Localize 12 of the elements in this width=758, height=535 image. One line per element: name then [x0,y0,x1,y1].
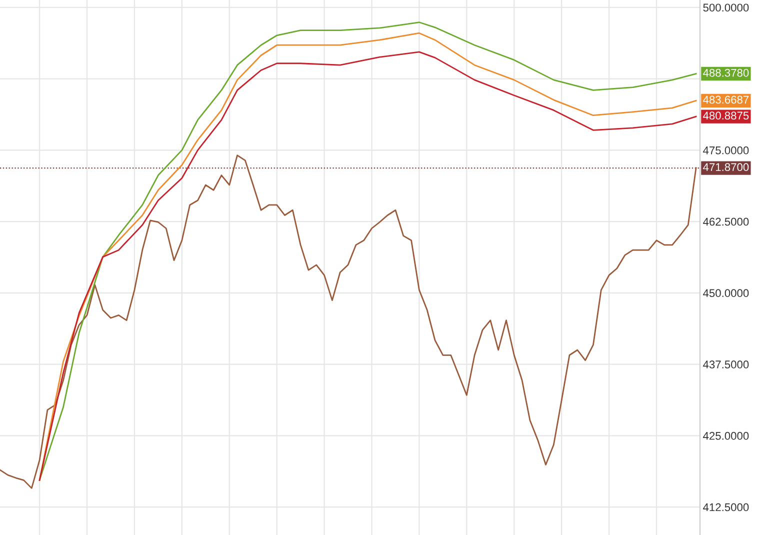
y-tick-label: 475.0000 [703,146,749,154]
y-tick-label: 500.0000 [703,4,749,12]
data-label: 483.6687 [703,96,749,104]
y-tick-label: 450.0000 [703,289,749,298]
y-tick-label: 412.5000 [703,503,749,512]
data-label: 480.8875 [703,112,749,120]
y-tick-label: 425.0000 [703,432,749,440]
data-label: 488.3780 [703,68,749,77]
line-series [0,154,697,489]
y-tick-label: 462.5000 [703,218,749,226]
ref-line-label: 471.8700 [703,163,749,172]
y-tick-label: 437.5000 [703,360,749,368]
